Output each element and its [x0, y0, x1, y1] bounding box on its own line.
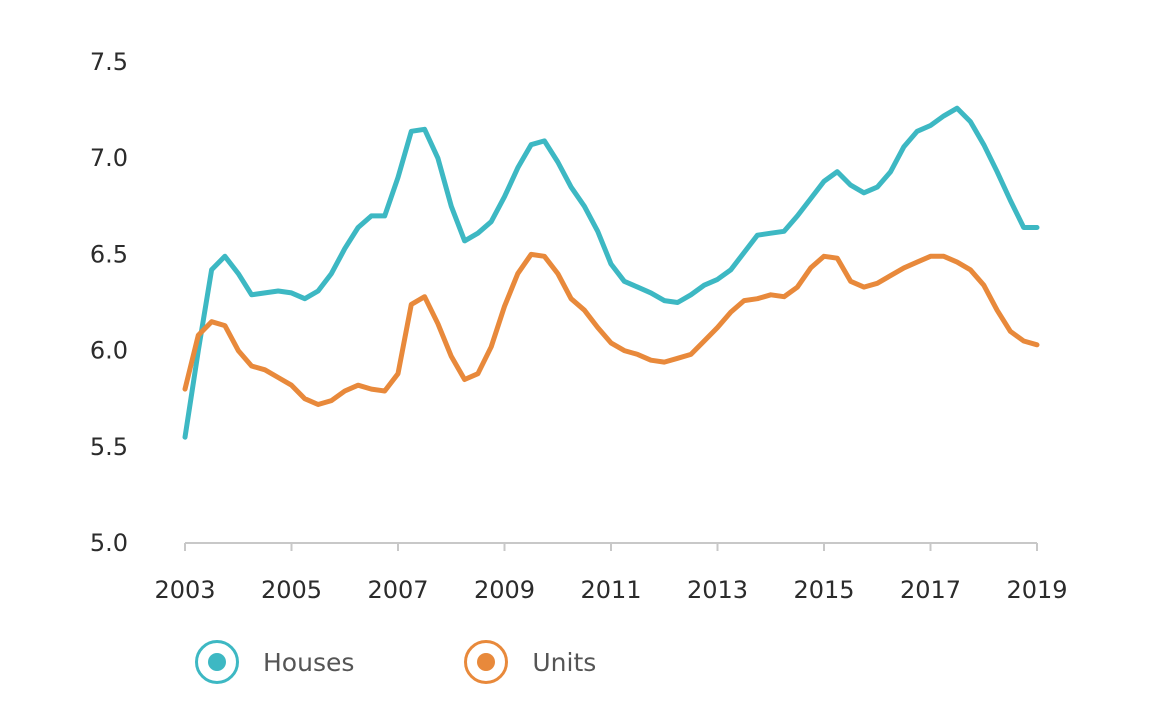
y-tick-label: 5.5	[90, 433, 128, 461]
x-tick-label: 2009	[474, 576, 535, 604]
series-layer	[182, 105, 1040, 440]
y-tick-label: 5.0	[90, 529, 128, 557]
houses-marker-icon	[195, 640, 239, 684]
x-tick-label: 2013	[687, 576, 748, 604]
x-tick-label: 2019	[1006, 576, 1067, 604]
y-tick-label: 6.0	[90, 337, 128, 365]
legend: Houses Units	[195, 640, 706, 684]
x-tick-label: 2011	[580, 576, 641, 604]
x-tick-label: 2007	[367, 576, 428, 604]
series-line-houses	[182, 105, 1040, 440]
legend-item-units[interactable]: Units	[464, 640, 596, 684]
x-tick-label: 2017	[900, 576, 961, 604]
x-tick-label: 2005	[261, 576, 322, 604]
y-tick-label: 7.0	[90, 144, 128, 172]
legend-label-houses: Houses	[263, 647, 355, 677]
x-tick-label: 2015	[793, 576, 854, 604]
legend-item-houses[interactable]: Houses	[195, 640, 354, 684]
y-tick-label: 7.5	[90, 48, 128, 76]
x-axis-ticks: 2003 2005 2007 2009 2011 2013 2015 2017 2019	[154, 543, 1068, 604]
series-line-units	[182, 251, 1040, 407]
y-tick-label: 6.5	[90, 240, 128, 268]
y-axis-ticks: 5.0 5.5 6.0 6.5 7.0 7.5	[90, 48, 128, 557]
legend-label-units: Units	[532, 647, 597, 677]
units-marker-icon	[464, 640, 509, 684]
x-tick-label: 2003	[154, 576, 215, 604]
